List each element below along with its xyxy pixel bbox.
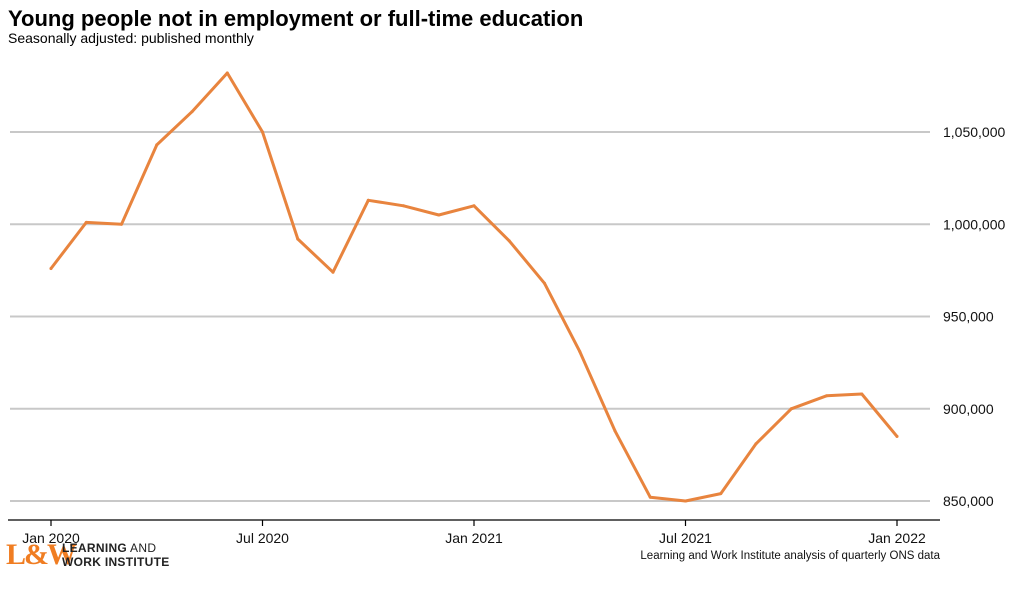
data-point [402,204,405,208]
learning-work-institute-logo: L&W LEARNING AND WORK INSTITUTE [6,538,176,572]
data-point [296,237,300,241]
source-note: Learning and Work Institute analysis of … [640,550,940,562]
y-tick-label: 1,000,000 [943,216,1005,232]
data-point [613,429,617,433]
data-point [507,239,511,243]
data-point [190,110,194,114]
logo-line2: WORK INSTITUTE [62,555,170,569]
data-point [825,394,828,398]
y-tick-label: 900,000 [943,401,994,417]
data-point [49,267,53,271]
data-point [331,270,335,274]
x-tick-label: Jan 2022 [868,530,926,546]
x-tick-label: Jan 2021 [445,530,503,546]
data-point [472,204,476,208]
data-point [684,499,687,503]
y-tick-label: 950,000 [943,309,994,325]
data-point [261,130,264,134]
logo-line1-bold: LEARNING [62,541,128,555]
chart-title: Young people not in employment or full-t… [8,6,584,31]
series-line [49,71,899,503]
data-point [366,198,370,202]
data-point [648,495,652,499]
x-tick-label: Jan 2020 [22,530,80,546]
logo-mark: L&W [6,538,77,571]
data-point [789,407,793,411]
data-point [120,222,123,226]
data-point [543,281,546,285]
chart-subtitle: Seasonally adjusted: published monthly [8,30,254,46]
x-tick-label: Jul 2020 [236,530,289,546]
y-tick-label: 1,050,000 [943,124,1005,140]
data-point [895,434,899,438]
data-point [754,442,758,446]
logo-line1-rest: AND [127,541,157,555]
y-tick-label: 850,000 [943,493,994,509]
data-point [437,213,441,217]
data-point [719,492,723,496]
data-point [84,220,88,224]
data-point [860,392,864,396]
data-point [578,350,582,354]
x-tick-label: Jul 2021 [659,530,712,546]
data-point [225,71,229,75]
data-point [155,143,159,147]
logo-text: LEARNING AND WORK INSTITUTE [62,541,170,569]
